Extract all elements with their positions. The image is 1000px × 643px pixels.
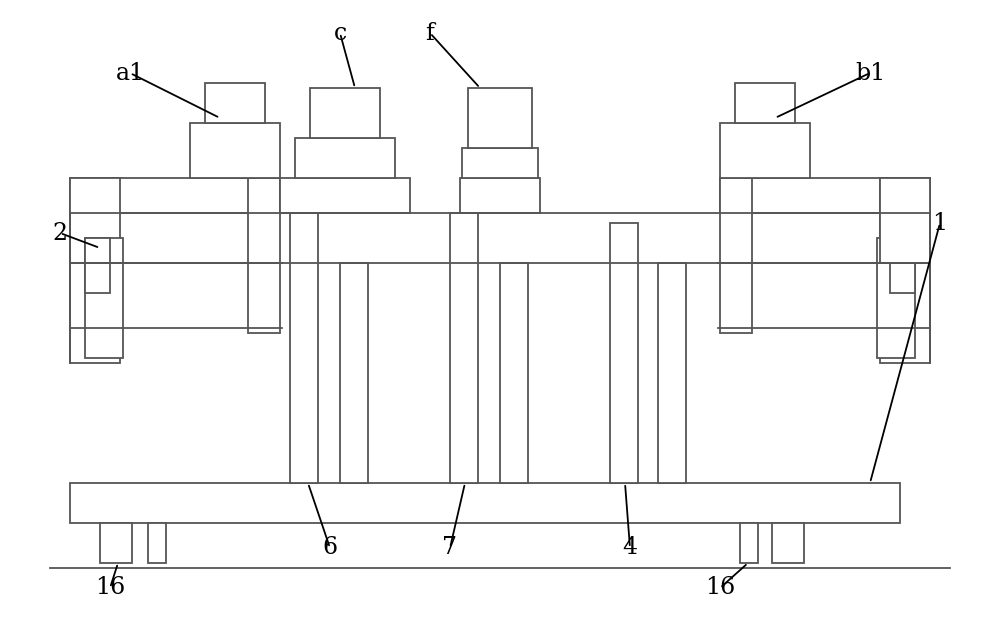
Bar <box>880 178 930 263</box>
Bar <box>70 178 280 213</box>
Bar <box>340 263 368 483</box>
Bar <box>190 123 280 178</box>
Bar <box>740 523 758 563</box>
Text: 4: 4 <box>622 536 638 559</box>
Bar <box>720 178 752 333</box>
Bar <box>310 88 380 138</box>
Text: 6: 6 <box>322 536 338 559</box>
Bar <box>880 178 930 363</box>
Text: 2: 2 <box>52 221 68 244</box>
Bar <box>85 238 110 293</box>
Text: b1: b1 <box>855 62 885 84</box>
Bar <box>772 523 804 563</box>
Text: 16: 16 <box>95 577 125 599</box>
Bar <box>720 178 930 213</box>
Bar <box>720 123 810 178</box>
Bar <box>735 83 795 123</box>
Text: f: f <box>426 21 434 44</box>
Bar <box>877 238 915 358</box>
Bar <box>70 178 120 363</box>
Bar <box>460 178 540 213</box>
Text: a1: a1 <box>115 62 145 84</box>
Bar <box>468 88 532 148</box>
Bar <box>280 178 410 213</box>
Bar <box>295 138 395 178</box>
Text: 1: 1 <box>932 212 948 235</box>
Bar <box>205 83 265 123</box>
Bar <box>500 263 528 483</box>
Bar <box>100 523 132 563</box>
Bar <box>890 238 915 293</box>
Bar <box>148 523 166 563</box>
Bar <box>450 213 478 483</box>
Text: 16: 16 <box>705 577 735 599</box>
Bar <box>70 483 900 523</box>
Bar <box>462 148 538 178</box>
Bar <box>85 238 123 358</box>
Bar <box>610 223 638 483</box>
Text: 7: 7 <box>442 536 458 559</box>
Bar <box>248 178 280 333</box>
Bar <box>658 263 686 483</box>
Text: c: c <box>333 21 347 44</box>
Bar <box>290 213 318 483</box>
